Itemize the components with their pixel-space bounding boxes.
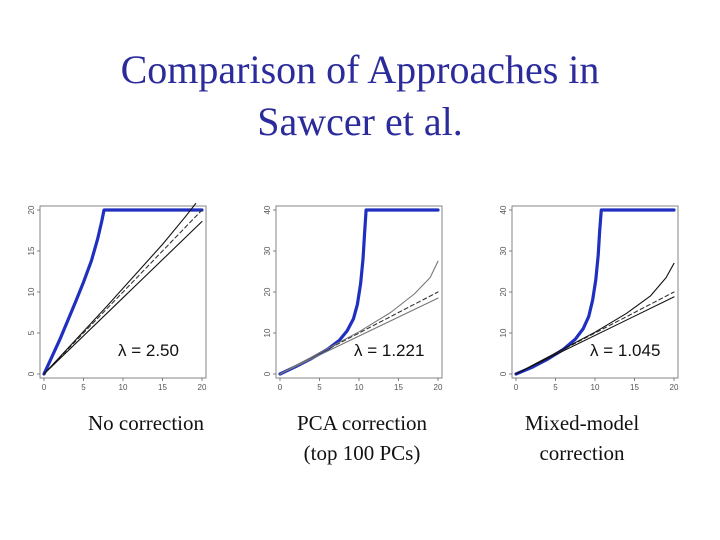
x-tick-label: 15 [630, 383, 639, 392]
qq-plot-svg-no-correction: 0 5 10 15 20 0 5 10 15 20 λ = 2.50 [27, 202, 207, 392]
qq-plot-pca-correction: 0 5 10 15 20 0 10 20 30 40 λ = 1.221 [258, 196, 458, 396]
y-tick-label: 10 [27, 287, 36, 296]
caption-line: PCA correction [296, 411, 428, 435]
x-tick-label: 15 [158, 383, 167, 392]
qq-plot-svg-pca-correction: 0 5 10 15 20 0 10 20 30 40 λ = 1.221 [263, 205, 443, 392]
y-tick-label: 10 [499, 328, 508, 337]
qq-plot-svg-mixed-model: 0 5 10 15 20 0 10 20 30 40 λ = 1.045 [499, 205, 679, 392]
x-tick-label: 10 [119, 383, 128, 392]
x-tick-label: 10 [591, 383, 600, 392]
x-tick-label: 5 [553, 383, 558, 392]
caption-line: (top 100 PCs) [303, 441, 421, 465]
x-tick-label: 10 [355, 383, 364, 392]
x-tick-label: 0 [514, 383, 519, 392]
y-tick-label: 40 [499, 205, 508, 214]
caption-line: No correction [87, 411, 205, 435]
x-tick-label: 20 [434, 383, 443, 392]
x-tick-label: 20 [670, 383, 679, 392]
qq-plot-no-correction: 0 5 10 15 20 0 5 10 15 20 λ = 2.50 [22, 196, 222, 396]
x-tick-label: 5 [317, 383, 322, 392]
x-tick-label: 15 [394, 383, 403, 392]
y-tick-label: 40 [263, 205, 272, 214]
slide-title-line-1: Comparison of Approaches in [120, 47, 600, 92]
reference-line [279, 260, 439, 375]
reference-line [43, 220, 203, 375]
y-tick-label: 0 [499, 371, 508, 376]
observed-series-line [42, 208, 204, 376]
y-tick-label: 0 [27, 371, 36, 376]
y-tick-label: 0 [263, 371, 272, 376]
y-tick-label: 5 [27, 330, 36, 335]
caption-mixed-model: Mixed-model correction [482, 408, 682, 468]
reference-line [43, 209, 203, 375]
y-tick-label: 20 [27, 205, 36, 214]
reference-line [43, 202, 197, 375]
slide-title-line-2: Sawcer et al. [257, 99, 463, 144]
lambda-annotation: λ = 1.045 [590, 341, 660, 360]
qq-plot-mixed-model: 0 5 10 15 20 0 10 20 30 40 λ = 1.045 [494, 196, 694, 396]
x-tick-label: 0 [42, 383, 47, 392]
reference-line [515, 296, 675, 375]
y-tick-label: 20 [263, 287, 272, 296]
slide-title: Comparison of Approaches in Sawcer et al… [0, 44, 720, 148]
reference-line [515, 262, 675, 375]
reference-line [279, 297, 439, 375]
y-tick-label: 30 [499, 246, 508, 255]
y-tick-label: 20 [499, 287, 508, 296]
lambda-annotation: λ = 2.50 [118, 341, 179, 360]
x-tick-label: 20 [198, 383, 207, 392]
x-tick-label: 5 [81, 383, 86, 392]
y-tick-label: 10 [263, 328, 272, 337]
caption-no-correction: No correction [46, 408, 246, 438]
lambda-annotation: λ = 1.221 [354, 341, 424, 360]
caption-pca-correction: PCA correction (top 100 PCs) [262, 408, 462, 468]
x-tick-label: 0 [278, 383, 283, 392]
y-tick-label: 30 [263, 246, 272, 255]
caption-line: correction [539, 441, 625, 465]
y-tick-label: 15 [27, 246, 36, 255]
caption-line: Mixed-model [524, 411, 640, 435]
